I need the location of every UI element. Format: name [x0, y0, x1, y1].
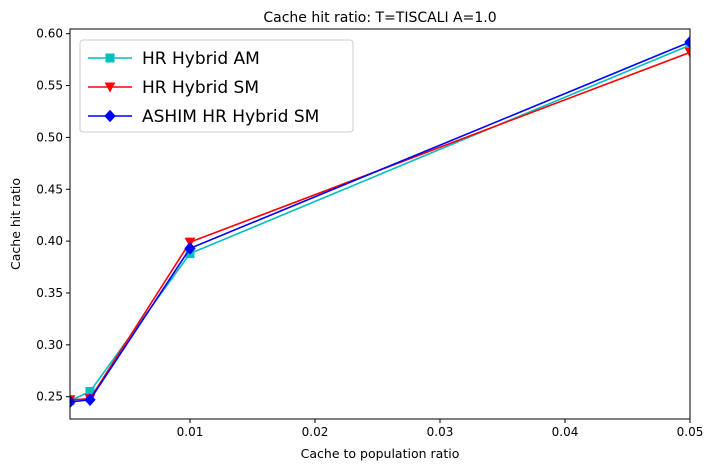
- y-axis-label: Cache hit ratio: [8, 178, 23, 270]
- x-tick-label: 0.03: [427, 425, 454, 439]
- x-tick-label: 0.04: [552, 425, 579, 439]
- y-tick-label: 0.25: [36, 390, 63, 404]
- x-axis-label: Cache to population ratio: [301, 446, 460, 461]
- y-tick-label: 0.50: [36, 130, 63, 144]
- legend-entry: HR Hybrid SM: [88, 78, 259, 98]
- series-line: [70, 44, 690, 402]
- y-tick-label: 0.60: [36, 27, 63, 41]
- data-point: [184, 242, 196, 255]
- legend-box: [79, 39, 354, 133]
- legend-entry: ASHIM HR Hybrid SM: [88, 107, 319, 127]
- series-line: [70, 51, 690, 401]
- legend-marker: [104, 109, 116, 123]
- plot-frame: [69, 28, 691, 420]
- legend-label: HR Hybrid AM: [142, 49, 260, 69]
- x-tick-label: 0.01: [177, 425, 204, 439]
- y-tick-label: 0.30: [36, 338, 63, 352]
- legend-label: ASHIM HR Hybrid SM: [142, 107, 319, 127]
- legend-entry: HR Hybrid AM: [88, 49, 260, 69]
- axis-ticks: 0.01 0.02 0.03 0.04 0.05 0.25 0.30 0.35 0.40 0.45…: [36, 27, 703, 439]
- legend: HR Hybrid AM HR Hybrid SM ASHIM HR Hybrid …: [79, 39, 354, 133]
- x-tick-label: 0.02: [302, 425, 329, 439]
- data-point: [84, 393, 96, 407]
- y-tick-label: 0.55: [36, 79, 63, 93]
- chart-title: Cache hit ratio: T=TISCALI A=1.0: [263, 10, 496, 26]
- legend-marker: [105, 53, 115, 63]
- plot-lines: [70, 35, 690, 409]
- x-tick-label: 0.05: [677, 425, 704, 439]
- data-point: [684, 35, 690, 49]
- y-tick-label: 0.45: [36, 182, 63, 196]
- series-line: [70, 41, 690, 403]
- series-ashim-hr-hybrid-sm: [70, 35, 690, 409]
- y-tick-label: 0.40: [36, 234, 63, 248]
- y-tick-label: 0.35: [36, 286, 63, 300]
- legend-label: HR Hybrid SM: [142, 78, 259, 98]
- data-point: [70, 395, 76, 409]
- data-point: [684, 47, 690, 58]
- legend-marker: [104, 82, 116, 93]
